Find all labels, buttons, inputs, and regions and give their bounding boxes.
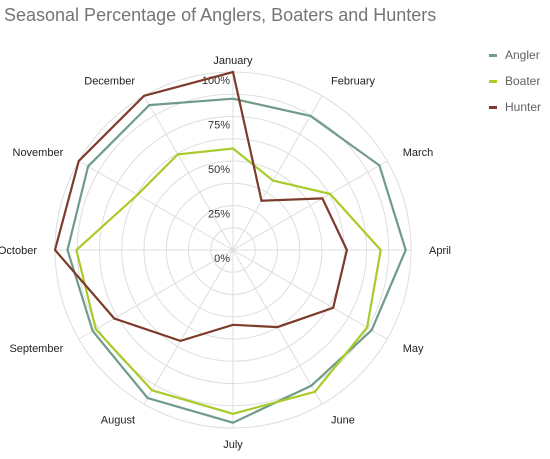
category-label-november: November [13, 147, 64, 159]
spoke-may [232, 249, 388, 340]
series-line-boater [75, 147, 382, 415]
legend-item-boater[interactable]: Boater [489, 68, 541, 94]
category-label-july: July [223, 439, 243, 451]
spoke-february [232, 95, 323, 251]
category-label-june: June [331, 415, 355, 427]
spoke-september [78, 249, 234, 340]
category-label-march: March [403, 147, 434, 159]
category-labels: January February March April May June July Augu… [0, 55, 451, 451]
legend-swatch-angler [489, 53, 497, 57]
spoke-august [143, 249, 234, 405]
series-line-angler [66, 97, 407, 424]
legend-swatch-boater [489, 79, 497, 83]
legend-label-angler: Angler [505, 48, 540, 62]
radial-tick-label: 75% [208, 120, 230, 132]
legend-label-hunter: Hunter [505, 100, 542, 114]
radial-tick-label: 50% [208, 164, 230, 176]
radar-spokes [55, 72, 411, 428]
series-layer [53, 70, 407, 424]
spoke-november [78, 160, 234, 251]
category-label-april: April [429, 245, 451, 257]
category-label-january: January [213, 55, 253, 67]
legend-item-hunter[interactable]: Hunter [489, 94, 541, 120]
radial-tick-label: 25% [208, 209, 230, 221]
category-label-september: September [9, 343, 63, 355]
legend: Angler Boater Hunter [489, 42, 541, 120]
category-label-december: December [84, 75, 135, 87]
legend-item-angler[interactable]: Angler [489, 42, 541, 68]
category-label-august: August [101, 415, 135, 427]
radial-tick-label: 0% [214, 253, 230, 265]
category-label-february: February [331, 75, 376, 87]
category-label-may: May [403, 343, 424, 355]
legend-label-boater: Boater [505, 74, 541, 88]
legend-swatch-hunter [489, 105, 497, 109]
spoke-march [232, 160, 388, 251]
spoke-december [143, 95, 234, 251]
category-label-october: October [0, 245, 37, 257]
series-line-hunter [53, 70, 349, 343]
chart-title: Seasonal Percentage of Anglers, Boaters … [4, 5, 437, 25]
radial-tick-labels: 0%25%50%75%100% [202, 75, 230, 265]
